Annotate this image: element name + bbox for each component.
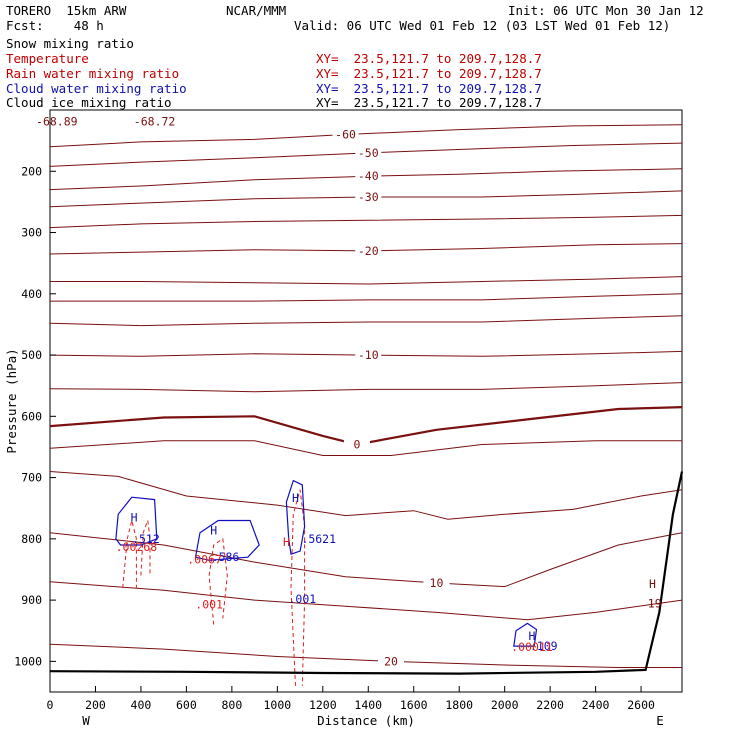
contour-annotation: H xyxy=(131,511,138,525)
contour-annotation: -68.72 xyxy=(134,114,176,128)
y-tick-label: 600 xyxy=(21,409,42,423)
isotherm-line xyxy=(49,382,683,393)
isotherm-label: -20 xyxy=(358,244,379,258)
contour-annotation: H xyxy=(528,629,535,643)
cloud-contour-label: .586 xyxy=(212,550,240,564)
valid-time: Valid: 06 UTC Wed 01 Feb 12 (03 LST Wed … xyxy=(294,18,671,33)
isotherm-label-bg xyxy=(378,654,405,668)
x-tick-label: 2200 xyxy=(536,698,564,712)
x-tick-label: 2400 xyxy=(582,698,610,712)
x-tick-label: 1600 xyxy=(400,698,428,712)
rain-contour xyxy=(290,489,306,686)
legend-snow-label: Snow mixing ratio xyxy=(6,36,134,51)
x-tick-label: 1800 xyxy=(445,698,473,712)
isotherm-label: -40 xyxy=(358,169,379,183)
y-axis-title: Pressure (hPa) xyxy=(4,348,19,453)
isotherm-line xyxy=(50,276,683,285)
contour-annotation: .0067 xyxy=(187,552,222,566)
x-tick-label: 400 xyxy=(131,698,152,712)
y-tick-label: 1000 xyxy=(14,654,42,668)
legend-rain-label: Rain water mixing ratio xyxy=(6,66,180,81)
cloud-contour-label: .5621 xyxy=(301,532,336,546)
cloud-contour xyxy=(513,622,538,647)
isotherm-label: -60 xyxy=(335,128,356,142)
x-tick-label: 2600 xyxy=(627,698,655,712)
cloud-contour-label: .512 xyxy=(132,532,160,546)
x-tick-label: 0 xyxy=(47,698,54,712)
cloud-contour xyxy=(194,519,260,561)
x-tick-label: 800 xyxy=(221,698,242,712)
x-tick-label: 2000 xyxy=(491,698,519,712)
legend-cloud-water-label: Cloud water mixing ratio xyxy=(6,81,187,96)
contour-annotation: -68.89 xyxy=(36,114,78,128)
legend-temperature-xy: XY= 23.5,121.7 to 209.7,128.7 xyxy=(316,51,542,66)
isotherm-label: -50 xyxy=(358,146,379,160)
terrain-line xyxy=(49,471,684,675)
y-tick-label: 700 xyxy=(21,471,42,485)
x-axis-title: Distance (km) xyxy=(317,713,415,728)
cloud-contour xyxy=(285,479,306,555)
y-tick-label: 900 xyxy=(21,593,42,607)
isotherm-label-bg xyxy=(343,437,370,451)
isotherm-line xyxy=(49,581,683,621)
isotherm-label: 10 xyxy=(430,576,444,590)
y-tick-label: 300 xyxy=(21,226,42,240)
model-title: TORERO 15km ARW xyxy=(6,3,127,18)
rain-contour xyxy=(122,520,137,588)
cloud-contour xyxy=(115,496,158,546)
isotherm-label-bg xyxy=(423,575,450,589)
rain-contour xyxy=(140,520,151,576)
contour-annotation: 19 xyxy=(648,596,662,610)
isotherm-line xyxy=(50,293,683,302)
init-time: Init: 06 UTC Mon 30 Jan 12 xyxy=(508,3,704,18)
y-tick-label: 200 xyxy=(21,164,42,178)
y-tick-label: 500 xyxy=(21,348,42,362)
isotherm-line xyxy=(49,214,683,229)
legend-cloud-water-xy: XY= 23.5,121.7 to 209.7,128.7 xyxy=(316,81,542,96)
plot-frame xyxy=(49,109,683,693)
isotherm-label: 0 xyxy=(353,437,360,451)
isotherm-line xyxy=(49,440,682,456)
contour-annotation: H xyxy=(649,577,656,591)
isotherm-label-bg xyxy=(332,127,359,141)
legend-temperature-label: Temperature xyxy=(6,51,89,66)
isotherm-label-bg xyxy=(355,169,382,183)
x-tick-label: 600 xyxy=(176,698,197,712)
rain-contour xyxy=(208,537,228,625)
isotherm-label-bg xyxy=(355,145,382,159)
isotherm-label-bg xyxy=(355,348,382,362)
contour-annotation: H xyxy=(210,524,217,538)
isotherm-line xyxy=(49,643,682,668)
center-title: NCAR/MMM xyxy=(226,3,287,18)
forecast-hour: Fcst: 48 h xyxy=(6,18,104,33)
x-tick-label: 1200 xyxy=(309,698,337,712)
isotherm-label: 20 xyxy=(384,654,398,668)
y-tick-label: 800 xyxy=(21,532,42,546)
x-end-label-west: W xyxy=(82,713,90,728)
isotherm-label: -10 xyxy=(358,348,379,362)
legend-cloud-ice-xy: XY= 23.5,121.7 to 209.7,128.7 xyxy=(316,95,542,110)
contour-annotation: H xyxy=(283,535,290,549)
x-tick-label: 1400 xyxy=(354,698,382,712)
contour-annotation: .00268 xyxy=(116,540,158,554)
x-tick-label: 200 xyxy=(85,698,106,712)
x-end-label-east: E xyxy=(656,713,664,728)
legend-rain-xy: XY= 23.5,121.7 to 209.7,128.7 xyxy=(316,66,542,81)
contour-annotation: .001 xyxy=(288,592,316,606)
contour-annotation: .001 xyxy=(195,598,223,612)
isotherm-label-bg xyxy=(355,189,382,203)
isotherm-line xyxy=(49,471,683,520)
isotherm-line xyxy=(49,315,683,327)
legend-cloud-ice-label: Cloud ice mixing ratio xyxy=(6,95,172,110)
isotherm-label: -30 xyxy=(358,190,379,204)
contour-annotation: .00011 xyxy=(511,640,553,654)
x-tick-label: 1000 xyxy=(263,698,291,712)
cloud-contour-label: .109 xyxy=(530,639,558,653)
y-tick-label: 400 xyxy=(21,287,42,301)
contour-annotation: H xyxy=(292,491,299,505)
isotherm-label-bg xyxy=(355,243,382,257)
